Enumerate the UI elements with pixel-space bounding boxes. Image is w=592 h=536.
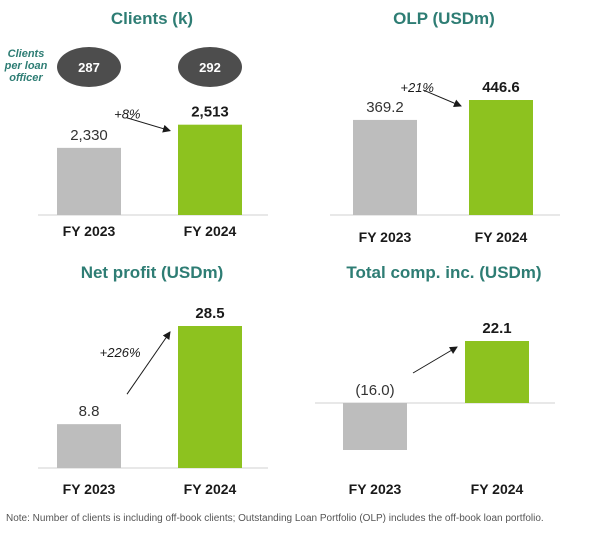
bar-fy-2023 (57, 424, 121, 468)
category-label: FY 2024 (184, 223, 237, 239)
bar-fy-2024 (469, 100, 533, 215)
chart-net_profit: Net profit (USDm) 8.8 FY 2023 28.5 FY 2024 +2… (38, 263, 268, 497)
growth-arrow (412, 346, 458, 374)
growth-arrow (126, 331, 171, 395)
side-metric-label: per loan (4, 60, 48, 72)
value-label: 8.8 (79, 403, 100, 420)
change-label: +226% (100, 345, 141, 360)
category-label: FY 2024 (475, 229, 528, 245)
growth-arrow (422, 89, 462, 107)
chart-total_comp_inc: Total comp. inc. (USDm) (16.0) FY 2023 22.1… (315, 263, 555, 497)
footnote: Note: Number of clients is including off… (6, 513, 544, 524)
metric-bubble-value: 287 (78, 60, 100, 75)
metric-bubble-value: 292 (199, 60, 221, 75)
chart-clients: Clients (k) 2,330 FY 2023 2,513 FY 2024 +8% Cl… (4, 9, 268, 239)
bar-fy-2023 (353, 119, 417, 215)
category-label: FY 2024 (184, 481, 237, 497)
chart-title: OLP (USDm) (393, 9, 495, 28)
category-label: FY 2023 (349, 481, 402, 497)
value-label: (16.0) (355, 382, 394, 399)
side-metric-label: Clients (8, 48, 45, 60)
growth-arrow (126, 117, 171, 133)
bar-fy-2024 (465, 341, 529, 403)
value-label: 2,330 (70, 127, 108, 144)
bar-fy-2024 (178, 326, 242, 468)
category-label: FY 2024 (471, 481, 524, 497)
value-label: 22.1 (482, 320, 511, 337)
bar-fy-2024 (178, 124, 242, 215)
metric-bubble (57, 47, 121, 87)
bar-fy-2023 (343, 403, 407, 450)
value-label: 369.2 (366, 99, 404, 116)
bar-fy-2023 (57, 147, 121, 215)
category-label: FY 2023 (63, 223, 116, 239)
value-label: 446.6 (482, 79, 520, 96)
side-metric-label: officer (9, 72, 43, 84)
value-label: 2,513 (191, 104, 229, 121)
category-label: FY 2023 (63, 481, 116, 497)
change-label: +21% (400, 80, 434, 95)
chart-title: Clients (k) (111, 9, 193, 28)
value-label: 28.5 (195, 305, 224, 322)
category-label: FY 2023 (359, 229, 412, 245)
metric-bubble (178, 47, 242, 87)
chart-title: Net profit (USDm) (81, 263, 224, 282)
chart-olp: OLP (USDm) 369.2 FY 2023 446.6 FY 2024 +21% (330, 9, 560, 245)
change-label: +8% (114, 106, 140, 121)
chart-title: Total comp. inc. (USDm) (346, 263, 541, 282)
